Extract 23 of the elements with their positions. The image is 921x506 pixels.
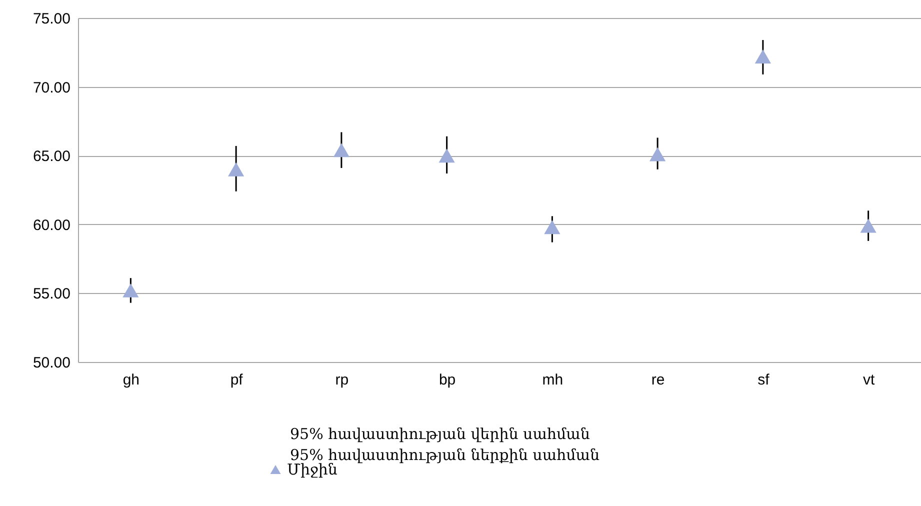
x-tick-label: sf <box>758 372 770 388</box>
point <box>754 50 771 64</box>
y-tick-label: 55.00 <box>32 286 70 303</box>
y-tick-label: 75.00 <box>32 10 70 28</box>
x-tick-label: vt <box>862 372 876 388</box>
x-tick-label: rp <box>335 372 349 388</box>
x-tick-label: mh <box>542 372 564 388</box>
y-tick-label: 70.00 <box>32 79 70 96</box>
y-tick-label: 60.00 <box>32 216 70 234</box>
point <box>544 220 560 234</box>
point <box>860 218 876 233</box>
point <box>333 143 350 158</box>
x-tick-label: pf <box>230 372 244 388</box>
text: 95% հավաստիության վերին սահման <box>290 424 591 445</box>
x-tick-label: bp <box>438 372 456 388</box>
point <box>650 147 666 162</box>
point <box>438 148 455 163</box>
point <box>122 283 139 298</box>
x-tick-label: gh <box>122 372 140 388</box>
point <box>228 162 244 176</box>
y-tick-label: 65.00 <box>32 148 70 166</box>
y-tick-label: 50.00 <box>32 354 70 372</box>
x-tick-label: re <box>651 372 665 388</box>
